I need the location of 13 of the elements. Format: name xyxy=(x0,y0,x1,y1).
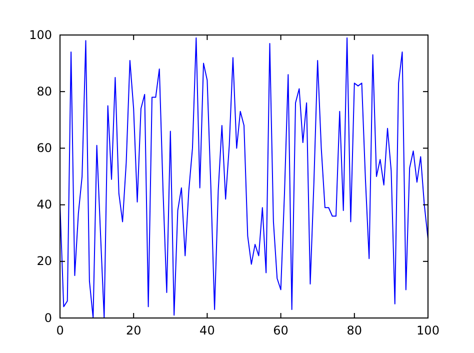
x-tick-label: 20 xyxy=(126,324,142,338)
y-tick-label: 60 xyxy=(36,141,52,156)
x-tick-label: 0 xyxy=(56,324,64,338)
x-tick-label: 80 xyxy=(346,324,362,338)
x-tick-label: 60 xyxy=(273,324,288,338)
y-tick-label: 100 xyxy=(29,28,52,42)
y-tick-label: 80 xyxy=(36,84,52,98)
y-tick-label: 20 xyxy=(36,254,52,268)
x-tick-label: 100 xyxy=(416,324,440,338)
y-tick-label: 0 xyxy=(44,310,52,325)
y-tick-label: 40 xyxy=(36,198,52,212)
x-tick-label: 40 xyxy=(200,324,215,338)
line-series xyxy=(60,37,428,318)
